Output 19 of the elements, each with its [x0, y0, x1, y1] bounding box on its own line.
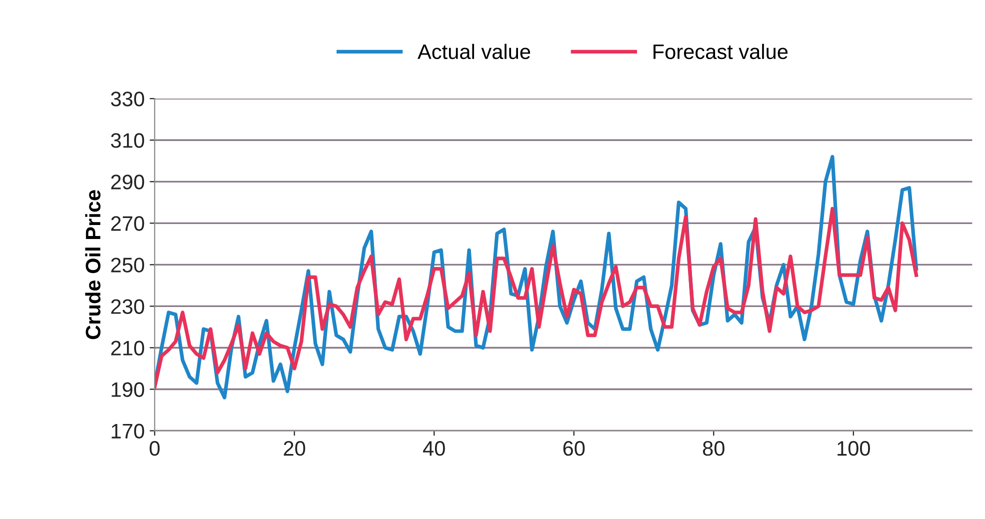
y-tick-label: 330	[110, 92, 144, 106]
y-tick-label: 230	[111, 299, 144, 314]
legend-label: Actual value	[418, 44, 530, 60]
y-axis-title: Crude Oil Price	[85, 190, 100, 340]
line-series	[154, 206, 918, 389]
x-tick-label: 60	[563, 441, 585, 456]
y-tick-label: 170	[112, 424, 144, 439]
y-tick-label: 190	[112, 382, 144, 398]
x-tick-label: 40	[423, 441, 445, 456]
x-tick-label: 20	[284, 441, 306, 456]
x-tick-label: 100	[838, 441, 870, 456]
y-tick-label: 250	[111, 258, 144, 272]
y-tick-label: 310	[110, 133, 144, 148]
legend-label: Forecast value	[654, 44, 788, 60]
y-tick-label: 210	[111, 340, 144, 356]
y-tick-label: 290	[111, 174, 144, 190]
x-tick-label: 80	[702, 441, 724, 456]
x-tick-label: 0	[150, 441, 160, 456]
y-tick-label: 270	[111, 216, 144, 231]
